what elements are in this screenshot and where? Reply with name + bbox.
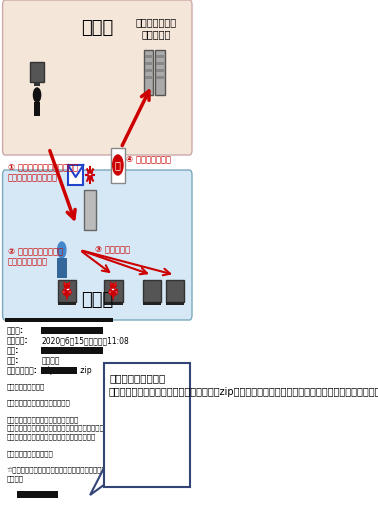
- Bar: [155, 50, 165, 95]
- Text: 宛先:: 宛先:: [6, 346, 19, 355]
- Bar: [145, 69, 152, 72]
- Bar: [145, 62, 152, 65]
- Text: ④ 機密情報を窃取: ④ 機密情報を窃取: [126, 155, 171, 164]
- Bar: [30, 62, 44, 82]
- Text: 差出人:: 差出人:: [6, 326, 23, 335]
- Bar: [111, 148, 125, 183]
- Text: 秘: 秘: [115, 160, 121, 170]
- Text: おはようございます

いつもお世話になっております。

以下の製品を提供してもらえますか？
ご確認の上、在庫があるかどうかもお知らせください。
また、それに応じ: おはようございます いつもお世話になっております。 以下の製品を提供してもらえま…: [6, 383, 119, 483]
- Bar: [143, 302, 161, 305]
- Text: 2020年6月15日月曜日　11:08: 2020年6月15日月曜日 11:08: [41, 336, 129, 345]
- Polygon shape: [62, 282, 72, 300]
- Bar: [17, 491, 58, 498]
- FancyBboxPatch shape: [104, 363, 191, 487]
- Bar: [57, 258, 67, 278]
- Bar: [34, 102, 40, 116]
- Bar: [41, 347, 77, 354]
- Text: .zip: .zip: [78, 366, 92, 375]
- Bar: [41, 327, 103, 334]
- Circle shape: [88, 170, 93, 180]
- Bar: [144, 50, 153, 95]
- Text: 攻撃者の配下に
あるサーバ: 攻撃者の配下に あるサーバ: [135, 17, 177, 39]
- Circle shape: [65, 286, 69, 294]
- Bar: [156, 76, 164, 79]
- Text: 質問です: 質問です: [41, 356, 60, 365]
- Bar: [58, 302, 76, 305]
- Text: 添付ファイル:: 添付ファイル:: [6, 366, 37, 375]
- Bar: [84, 190, 96, 230]
- Text: 標的型メールの事例: 標的型メールの事例: [110, 373, 166, 383]
- Bar: [68, 165, 84, 185]
- Bar: [156, 69, 164, 72]
- Circle shape: [58, 242, 66, 258]
- Bar: [58, 280, 76, 302]
- Text: .zip: .zip: [41, 366, 55, 375]
- Bar: [41, 327, 103, 334]
- Text: 被害者: 被害者: [81, 291, 113, 309]
- Bar: [145, 76, 152, 79]
- Bar: [145, 55, 152, 58]
- Bar: [156, 62, 164, 65]
- Text: 攻撃者: 攻撃者: [81, 19, 113, 37]
- Bar: [5, 318, 113, 322]
- Text: ① 不正プログラムを添付する
などしたメールを送付: ① 不正プログラムを添付する などしたメールを送付: [8, 163, 78, 182]
- Circle shape: [34, 88, 41, 102]
- Polygon shape: [108, 282, 118, 300]
- Polygon shape: [90, 465, 111, 495]
- Circle shape: [113, 155, 123, 175]
- Bar: [41, 367, 77, 374]
- Bar: [166, 302, 184, 305]
- Text: ② 添付ファイルを実行
するなどして感染: ② 添付ファイルを実行 するなどして感染: [8, 247, 63, 266]
- Text: 件名:: 件名:: [6, 356, 19, 365]
- Text: ③ 感染が拡大: ③ 感染が拡大: [95, 245, 130, 254]
- Text: 送信日時:: 送信日時:: [6, 336, 28, 345]
- Bar: [104, 302, 122, 305]
- Circle shape: [111, 286, 115, 294]
- Bar: [156, 55, 164, 58]
- Bar: [104, 280, 122, 302]
- Bar: [34, 82, 40, 86]
- Text: 製品に関する質問と称して、添付されたzipファイルを開くよう誘導するメールが、製造業者に対して送信された。: 製品に関する質問と称して、添付されたzipファイルを開くよう誘導するメールが、製…: [108, 387, 378, 397]
- FancyBboxPatch shape: [3, 0, 192, 155]
- Bar: [143, 280, 161, 302]
- Bar: [166, 280, 184, 302]
- Bar: [41, 347, 103, 354]
- FancyBboxPatch shape: [3, 170, 192, 320]
